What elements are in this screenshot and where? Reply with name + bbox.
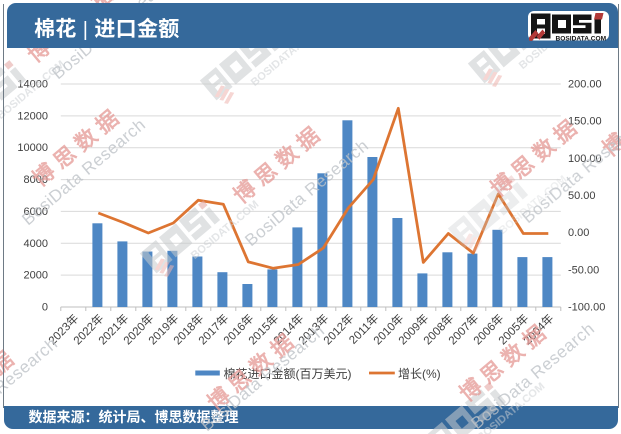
svg-text:BOSIDATA.COM: BOSIDATA.COM (556, 36, 607, 43)
svg-text:-100.00: -100.00 (568, 302, 605, 314)
svg-text:0: 0 (42, 302, 48, 314)
svg-text:12000: 12000 (17, 110, 48, 122)
svg-text:0.00: 0.00 (568, 227, 589, 239)
svg-text:增长(%): 增长(%) (398, 367, 441, 381)
svg-text:-50.00: -50.00 (568, 264, 599, 276)
svg-text:200.00: 200.00 (568, 79, 602, 91)
svg-text:10000: 10000 (17, 142, 48, 154)
svg-text:4000: 4000 (24, 238, 48, 250)
svg-text:2000: 2000 (24, 270, 48, 282)
svg-text:50.00: 50.00 (568, 190, 596, 202)
